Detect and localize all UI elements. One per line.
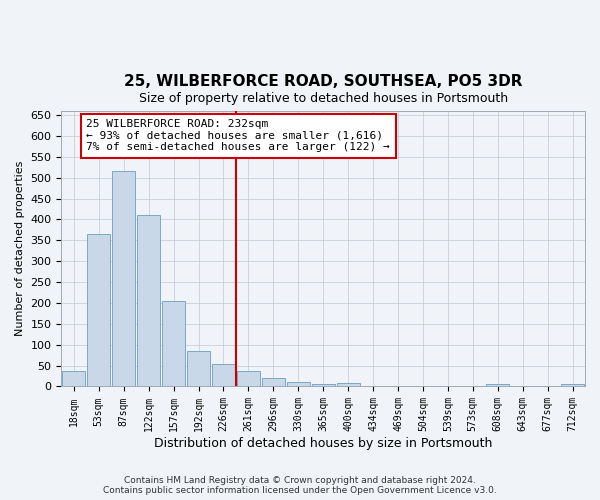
Bar bbox=[237, 371, 260, 386]
Text: 25 WILBERFORCE ROAD: 232sqm
← 93% of detached houses are smaller (1,616)
7% of s: 25 WILBERFORCE ROAD: 232sqm ← 93% of det… bbox=[86, 119, 390, 152]
Bar bbox=[162, 301, 185, 386]
Bar bbox=[287, 382, 310, 386]
Bar bbox=[112, 172, 135, 386]
Bar bbox=[137, 215, 160, 386]
Text: 25, WILBERFORCE ROAD, SOUTHSEA, PO5 3DR: 25, WILBERFORCE ROAD, SOUTHSEA, PO5 3DR bbox=[124, 74, 523, 88]
Bar bbox=[62, 371, 85, 386]
Bar bbox=[486, 384, 509, 386]
Bar bbox=[88, 234, 110, 386]
Bar bbox=[312, 384, 335, 386]
Bar bbox=[262, 378, 285, 386]
Y-axis label: Number of detached properties: Number of detached properties bbox=[15, 161, 25, 336]
Text: Contains HM Land Registry data © Crown copyright and database right 2024.
Contai: Contains HM Land Registry data © Crown c… bbox=[103, 476, 497, 495]
X-axis label: Distribution of detached houses by size in Portsmouth: Distribution of detached houses by size … bbox=[154, 437, 493, 450]
Bar bbox=[337, 383, 359, 386]
Bar bbox=[212, 364, 235, 386]
Text: Size of property relative to detached houses in Portsmouth: Size of property relative to detached ho… bbox=[139, 92, 508, 106]
Bar bbox=[187, 351, 210, 386]
Bar bbox=[561, 384, 584, 386]
